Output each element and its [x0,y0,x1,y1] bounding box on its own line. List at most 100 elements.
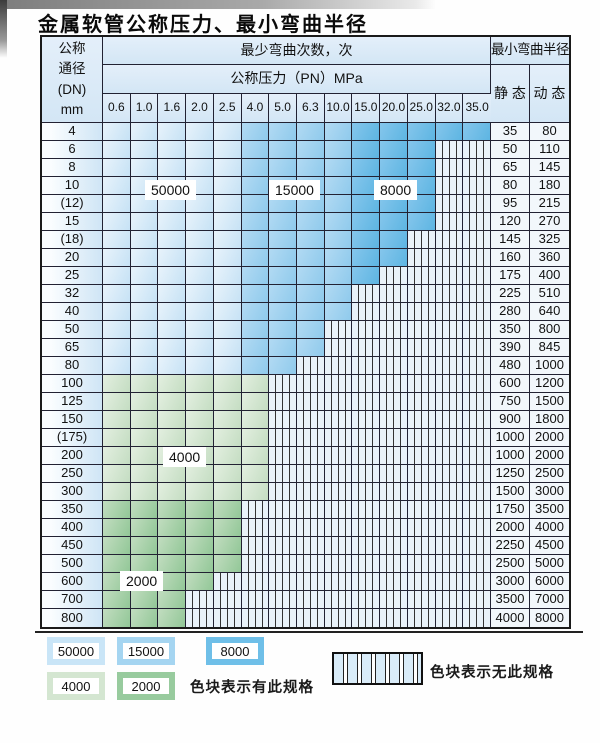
dn-label: 6 [42,141,103,159]
spec-cell [186,537,214,555]
spec-cell [213,357,242,375]
spec-cell [103,357,131,375]
no-spec-cell [435,303,464,321]
no-spec-cell [463,339,491,357]
no-spec-cell [463,141,491,159]
spec-cell [269,267,297,285]
spec-cell [407,159,436,177]
spec-cell [130,609,159,627]
no-spec-cell [407,519,436,537]
spec-cell [158,537,187,555]
dynamic-radius-value: 2000 [529,447,569,465]
dynamic-radius-value: 6000 [529,573,569,591]
no-spec-cell [407,267,436,285]
no-spec-cell [296,519,325,537]
no-spec-cell [352,285,381,303]
static-radius-value: 1000 [490,447,530,465]
scan-artifact-left [0,0,7,58]
no-spec-cell [241,591,270,609]
no-spec-cell [380,537,408,555]
static-radius-value: 3000 [490,573,530,591]
no-spec-cell [407,339,436,357]
no-spec-cell [463,267,491,285]
spec-cell [130,339,159,357]
spec-cell [130,501,159,519]
no-spec-cell [380,573,408,591]
no-spec-cell [352,321,381,339]
spec-cell [158,375,187,393]
pressure-header-4.0: 4.0 [241,94,270,123]
scan-artifact-top [0,0,437,9]
static-radius-value: 65 [490,159,530,177]
no-spec-cell [324,411,353,429]
pressure-header-32.0: 32.0 [435,94,464,123]
spec-cell [130,123,159,141]
dn-label: 800 [42,609,103,627]
spec-cell [103,249,131,267]
no-spec-cell [380,303,408,321]
dn-label: 300 [42,483,103,501]
spec-cell [158,123,187,141]
static-radius-value: 900 [490,411,530,429]
dynamic-radius-value: 145 [529,159,569,177]
spec-cell [103,177,131,195]
spec-cell [158,303,187,321]
spec-cell [186,555,214,573]
spec-cell [324,159,353,177]
no-spec-cell [324,501,353,519]
dn-label: 8 [42,159,103,177]
no-spec-cell [435,519,464,537]
no-spec-cell [407,555,436,573]
static-radius-value: 175 [490,267,530,285]
no-spec-cell [296,357,325,375]
spec-cell [130,267,159,285]
spec-cell [324,123,353,141]
no-spec-cell [380,267,408,285]
spec-cell [186,159,214,177]
spec-cell [241,249,270,267]
no-spec-cell [352,339,381,357]
static-radius-value: 160 [490,249,530,267]
dn-label: 100 [42,375,103,393]
spec-cell [186,303,214,321]
no-spec-cell [324,357,353,375]
spec-cell [213,177,242,195]
no-spec-cell [269,609,297,627]
spec-cell [103,555,131,573]
spec-cell [241,483,270,501]
spec-cell [352,159,381,177]
spec-cell [269,213,297,231]
no-spec-cell [407,411,436,429]
spec-cell [241,321,270,339]
spec-cell [241,393,270,411]
dn-label: 15 [42,213,103,231]
spec-cell [269,339,297,357]
spec-cell [352,249,381,267]
dynamic-radius-value: 360 [529,249,569,267]
spec-cell [296,159,325,177]
spec-cell [241,141,270,159]
no-spec-cell [352,465,381,483]
spec-cell [213,285,242,303]
no-spec-cell [296,411,325,429]
spec-cell [241,213,270,231]
no-spec-cell [463,357,491,375]
dynamic-radius-value: 640 [529,303,569,321]
no-spec-cell [463,429,491,447]
dynamic-radius-value: 1800 [529,411,569,429]
no-spec-cell [435,249,464,267]
no-spec-cell [380,321,408,339]
no-spec-cell [407,285,436,303]
no-spec-cell [435,573,464,591]
spec-cell [103,267,131,285]
dn-label: 65 [42,339,103,357]
no-spec-cell [435,213,464,231]
no-spec-cell [324,429,353,447]
no-spec-cell [463,321,491,339]
static-radius-value: 390 [490,339,530,357]
spec-cell [352,267,381,285]
spec-cell [324,285,353,303]
spec-cell [103,501,131,519]
no-spec-cell [324,519,353,537]
no-spec-cell [241,573,270,591]
